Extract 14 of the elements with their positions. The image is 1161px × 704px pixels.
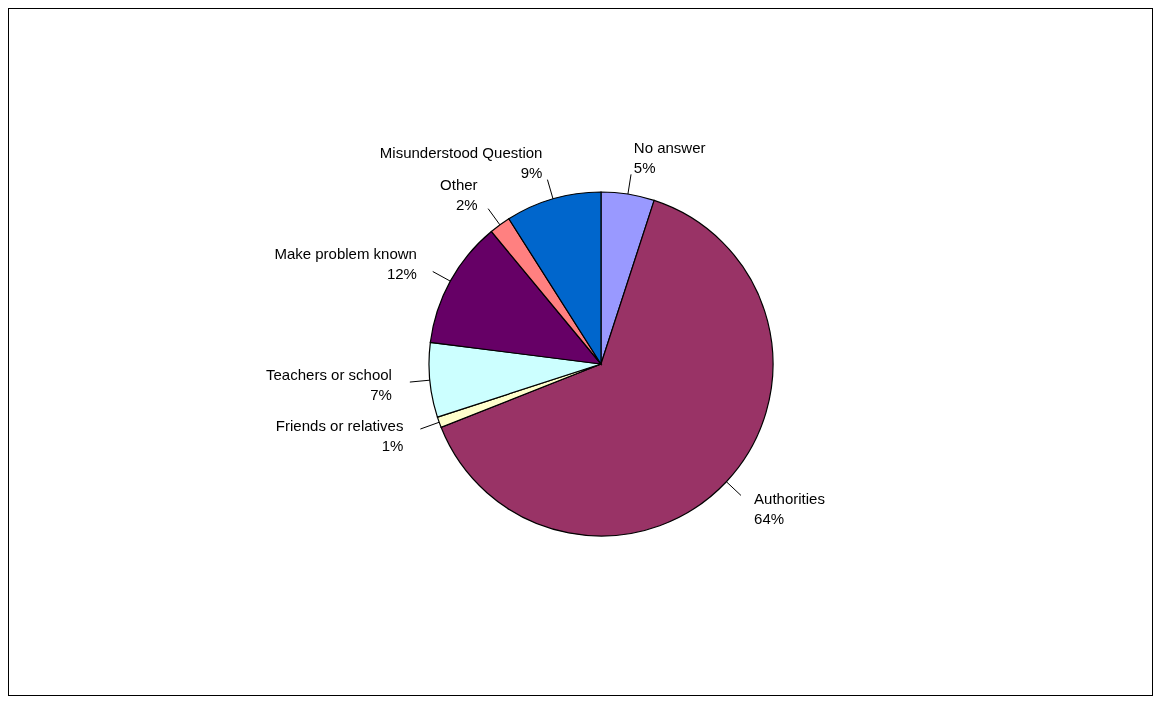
slice-label: Make problem known (274, 244, 417, 262)
data-label: 2% (455, 196, 478, 214)
data-label: 5% (633, 158, 656, 176)
data-label: 7% (370, 385, 392, 403)
slice-label: Authorities (754, 489, 825, 507)
slice-label: Misunderstood Question (379, 144, 543, 162)
data-label: 12% (386, 264, 417, 282)
slice-label: Teachers or school (266, 365, 392, 383)
data-label: 64% (754, 509, 785, 527)
slice-label: Other (440, 176, 478, 194)
slice-label: Friends or relatives (275, 417, 404, 435)
data-label: 1% (381, 437, 404, 455)
data-label: 9% (520, 164, 543, 182)
slice-label: No answer (633, 138, 706, 156)
